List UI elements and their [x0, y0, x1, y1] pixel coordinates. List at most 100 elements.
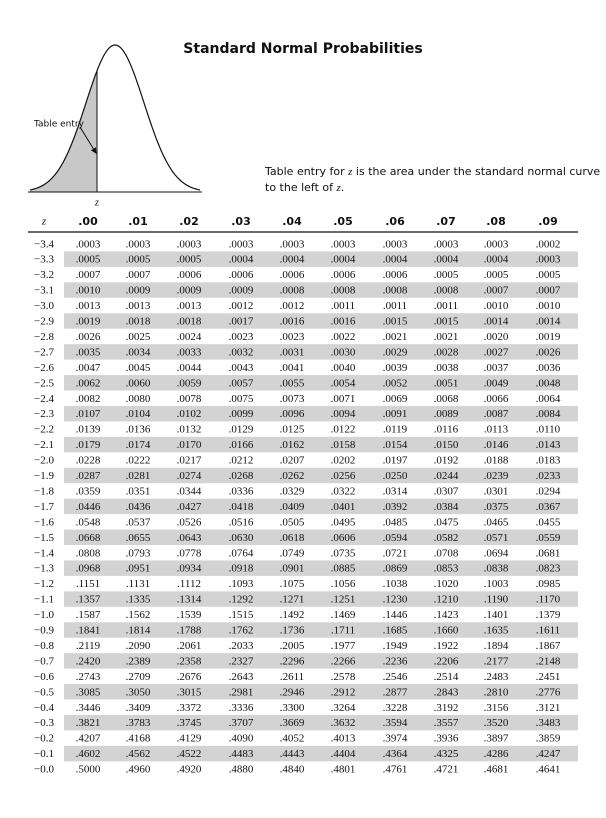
- table-cell: .4483: [229, 748, 254, 760]
- table-cell: .4286: [484, 748, 509, 760]
- table-cell: .0212: [229, 455, 254, 467]
- table-cell: .0003: [76, 238, 101, 250]
- z-value: −1.7: [34, 501, 54, 513]
- table-cell: .0010: [536, 300, 561, 312]
- table-cell: .2877: [383, 686, 408, 698]
- table-cell: .2266: [331, 655, 356, 667]
- table-cell: .4522: [177, 748, 202, 760]
- row-shade: [64, 745, 578, 762]
- table-cell: .0048: [536, 377, 561, 389]
- table-cell: .0005: [76, 254, 101, 266]
- table-cell: .2420: [76, 655, 101, 667]
- table-cell: .1335: [126, 594, 151, 606]
- table-cell: .4602: [76, 748, 101, 760]
- table-cell: .0045: [126, 362, 151, 374]
- table-cell: .0322: [331, 485, 356, 497]
- column-header: .03: [231, 215, 251, 228]
- table-cell: .3745: [177, 717, 202, 729]
- table-cell: .0475: [434, 516, 459, 528]
- table-cell: .0455: [536, 516, 561, 528]
- caption-text: is the area under the standard normal cu…: [352, 165, 600, 178]
- table-cell: .0021: [383, 331, 408, 343]
- z-value: −2.1: [34, 439, 54, 451]
- table: z .00 .01 .02 .03 .04 .05 .06 .07 .08 .09 −3.4 .0003…: [28, 215, 578, 776]
- table-cell: .2327: [229, 655, 254, 667]
- table-cell: .0039: [383, 362, 408, 374]
- table-cell: .0618: [280, 532, 305, 544]
- table-cell: .0041: [280, 362, 305, 374]
- table-cell: .2206: [434, 655, 459, 667]
- table-cell: .3446: [76, 702, 101, 714]
- table-cell: .0548: [76, 516, 101, 528]
- z-value: −1.4: [34, 547, 54, 559]
- table-cell: .0022: [331, 331, 356, 343]
- table-cell: .0314: [383, 485, 408, 497]
- table-cell: .3156: [484, 702, 509, 714]
- table-cell: .1469: [331, 609, 356, 621]
- table-cell: .0036: [536, 362, 561, 374]
- column-header: .06: [385, 215, 405, 228]
- table-cell: .2546: [383, 671, 408, 683]
- table-cell: .1685: [383, 625, 408, 637]
- table-cell: .0055: [280, 377, 305, 389]
- table-cell: .2643: [229, 671, 254, 683]
- table-cell: .1020: [434, 578, 459, 590]
- curve: [29, 44, 201, 191]
- z-value: −2.7: [34, 346, 54, 358]
- table-cell: .0073: [280, 393, 305, 405]
- table-cell: .0037: [484, 362, 509, 374]
- table-cell: .0107: [76, 408, 101, 420]
- table-cell: .0559: [536, 532, 561, 544]
- table-cell: .2119: [76, 640, 101, 652]
- table-cell: .0129: [229, 424, 254, 436]
- table-cell: .1762: [229, 625, 254, 637]
- table-cell: .0409: [280, 501, 305, 513]
- table-cell: .2236: [383, 655, 408, 667]
- table-cell: .0018: [177, 316, 202, 328]
- table-cell: .0033: [177, 346, 202, 358]
- table-cell: .0735: [331, 547, 356, 559]
- table-cell: .0028: [434, 346, 459, 358]
- table-cell: .0116: [434, 424, 459, 436]
- z-value: −0.8: [34, 640, 54, 652]
- column-header: z: [41, 216, 47, 228]
- z-value: −1.8: [34, 485, 54, 497]
- table-cell: .0012: [229, 300, 254, 312]
- table-cell: .3015: [177, 686, 202, 698]
- table-cell: .0044: [177, 362, 202, 374]
- table-cell: .0062: [76, 377, 101, 389]
- table-cell: .0004: [484, 254, 509, 266]
- table-cell: .0207: [280, 455, 305, 467]
- row-shade: [64, 282, 578, 298]
- table-cell: .0019: [536, 331, 561, 343]
- table-cell: .0012: [280, 300, 305, 312]
- table-cell: .4090: [229, 733, 254, 745]
- table-cell: .1562: [126, 609, 151, 621]
- table-cell: .0009: [177, 285, 202, 297]
- table-cell: .0091: [383, 408, 408, 420]
- table-cell: .0125: [280, 424, 305, 436]
- table-cell: .2358: [177, 655, 202, 667]
- table-cell: .1894: [484, 640, 509, 652]
- table-cell: .3121: [536, 702, 561, 714]
- table-cell: .0087: [484, 408, 509, 420]
- table-cell: .0150: [434, 439, 459, 451]
- z-value: −3.0: [34, 300, 54, 312]
- table-cell: .1379: [536, 609, 561, 621]
- caption-line: Table entry for z is the area under the …: [264, 165, 600, 178]
- table-cell: .2148: [536, 655, 561, 667]
- column-header: .02: [179, 215, 199, 228]
- table-cell: .0003: [280, 238, 305, 250]
- table-cell: .0016: [280, 316, 305, 328]
- table-cell: .0008: [280, 285, 305, 297]
- table-cell: .0078: [177, 393, 202, 405]
- row-shade: [64, 436, 578, 453]
- z-value: −2.4: [34, 393, 54, 405]
- table-cell: .3520: [484, 717, 509, 729]
- table-cell: .0268: [229, 470, 254, 482]
- table-cell: .0026: [536, 346, 561, 358]
- table-cell: .0009: [229, 285, 254, 297]
- table-cell: .0418: [229, 501, 254, 513]
- table-cell: .0064: [536, 393, 561, 405]
- table-cell: .0027: [484, 346, 509, 358]
